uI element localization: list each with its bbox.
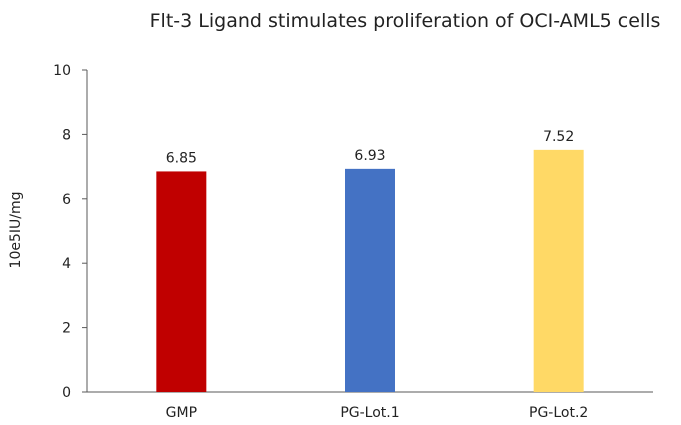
bar-value-label: 6.85 [166, 150, 197, 166]
y-axis-label: 10e5IU/mg [8, 192, 24, 269]
y-tick-label: 2 [62, 321, 71, 337]
y-tick-label: 4 [62, 256, 71, 272]
x-tick-label: PG-Lot.2 [529, 405, 588, 421]
y-tick-label: 6 [62, 192, 71, 208]
x-tick-label: GMP [166, 405, 197, 421]
bar-gmp [156, 171, 207, 392]
y-tick-label: 8 [62, 127, 71, 143]
bar-pg-lot-1 [345, 168, 395, 392]
y-tick-label: 0 [62, 385, 71, 401]
bar-pg-lot-2 [533, 149, 584, 392]
chart-title: Flt-3 Ligand stimulates proliferation of… [150, 10, 661, 32]
bar-value-label: 7.52 [543, 129, 574, 145]
y-tick-label: 10 [53, 63, 71, 79]
value-labels: 6.85 6.93 7.52 [166, 129, 575, 167]
bars [156, 149, 584, 392]
x-tick-label: PG-Lot.1 [340, 405, 399, 421]
y-ticks: 0 2 4 6 8 10 [53, 63, 87, 401]
bar-value-label: 6.93 [354, 148, 385, 164]
x-ticks: GMP PG-Lot.1 PG-Lot.2 [166, 405, 589, 421]
